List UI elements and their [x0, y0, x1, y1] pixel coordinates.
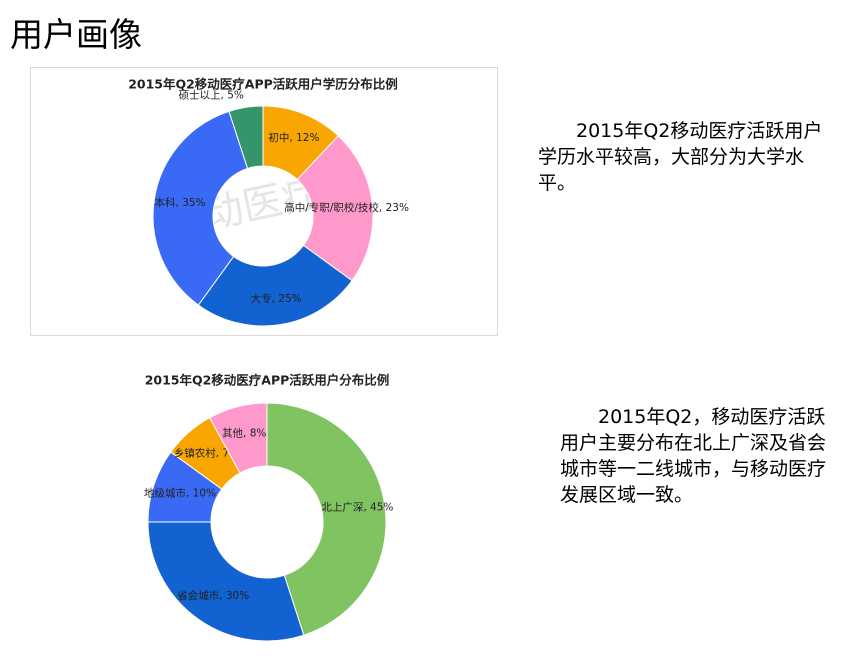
slice: 省会城市 — [147, 521, 305, 642]
data-label: 硕士以上, 5% — [179, 89, 244, 102]
note: 2015年Q2，移动医疗活跃用户主要分布在北上广深及省会城市等一二线城市，与移动… — [560, 406, 827, 506]
data-label: 高中/专职/职校/技校, 23% — [284, 201, 409, 214]
note: 2015年Q2移动医疗活跃用户学历水平较高，大部分为大学水平。 — [538, 120, 823, 194]
data-label: 本科, 35% — [155, 196, 206, 209]
slice: 其他 — [208, 402, 268, 474]
data-label: 地级城市, 10% — [144, 487, 216, 500]
chart-frame — [30, 67, 498, 336]
slice: 大专 — [197, 244, 353, 327]
data-label: 其他, 8% — [222, 426, 266, 439]
data-label: 北上广深, 45% — [321, 502, 393, 514]
data-label: 乡镇农村, 7% — [174, 446, 239, 459]
slice: 本科 — [152, 110, 249, 306]
data-label: 大专, 25% — [251, 292, 302, 305]
chart-title: 2015年Q2移动医疗APP活跃用户学历分布比例 — [128, 77, 398, 92]
data-label: 初中, 12% — [268, 131, 319, 144]
slice: 北上广深 — [266, 402, 387, 636]
data-label: 省会城市, 30% — [177, 589, 249, 602]
page-title: 用户画像 — [10, 15, 142, 54]
slice: 高中/专职/职校/技校 — [296, 135, 374, 282]
chart-title: 2015年Q2移动医疗APP活跃用户分布比例 — [145, 373, 390, 388]
slice: 硕士以上 — [228, 105, 264, 170]
